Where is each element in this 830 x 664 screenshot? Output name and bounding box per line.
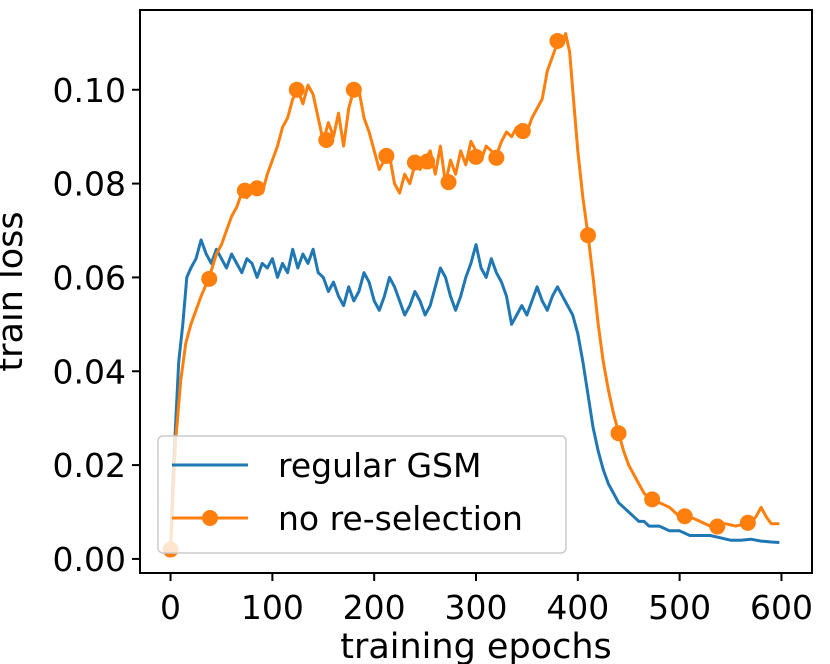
series-1-marker-12 — [488, 149, 505, 166]
y-tick-label-2: 0.04 — [53, 352, 126, 391]
series-1-marker-18 — [676, 508, 693, 525]
series-1-marker-10 — [440, 174, 457, 191]
series-1-marker-8 — [406, 154, 423, 171]
legend-marker-no-re-selection — [202, 510, 218, 526]
x-tick-label-5: 500 — [648, 588, 711, 627]
y-tick-label-0: 0.00 — [53, 540, 126, 579]
series-1-marker-13 — [514, 123, 531, 140]
legend: regular GSM no re-selection — [157, 435, 567, 554]
y-axis-label: train loss — [0, 211, 31, 371]
series-line-0 — [169, 238, 780, 550]
y-tick-label-5: 0.10 — [53, 71, 126, 110]
ticks-layer: 0 100 200 300 400 500 600 0.00 0.02 0.04 0.06 0.08 0… — [53, 71, 813, 627]
legend-label-no-re-selection: no re-selection — [278, 499, 523, 538]
series-1-marker-11 — [468, 148, 484, 165]
series-1-marker-3 — [249, 180, 266, 197]
series-1-marker-20 — [739, 514, 756, 531]
series-1-marker-7 — [378, 147, 395, 164]
y-tick-label-3: 0.06 — [53, 258, 126, 297]
series-1-marker-17 — [644, 491, 661, 508]
series-1-marker-5 — [318, 131, 335, 148]
x-tick-label-6: 600 — [750, 588, 813, 627]
series-1-marker-15 — [580, 227, 596, 244]
x-tick-label-0: 0 — [160, 588, 181, 627]
legend-label-regular-gsm: regular GSM — [278, 446, 481, 485]
series-1-marker-6 — [345, 81, 362, 98]
series-1-marker-19 — [709, 518, 726, 535]
x-axis-label: training epochs — [340, 627, 612, 664]
y-tick-label-1: 0.02 — [53, 446, 126, 485]
series-1-marker-16 — [610, 425, 627, 442]
y-tick-label-4: 0.08 — [53, 165, 126, 204]
series-1-marker-2 — [236, 182, 253, 199]
x-tick-label-1: 100 — [241, 588, 304, 627]
x-tick-label-4: 400 — [546, 588, 609, 627]
x-tick-label-2: 200 — [343, 588, 406, 627]
series-line-1 — [169, 32, 780, 550]
series-1-marker-4 — [288, 81, 305, 98]
legend-box — [157, 435, 567, 554]
series-1-marker-14 — [549, 32, 566, 49]
series-1-marker-1 — [201, 270, 218, 287]
series-1-marker-9 — [419, 153, 436, 170]
x-tick-label-3: 300 — [445, 588, 508, 627]
